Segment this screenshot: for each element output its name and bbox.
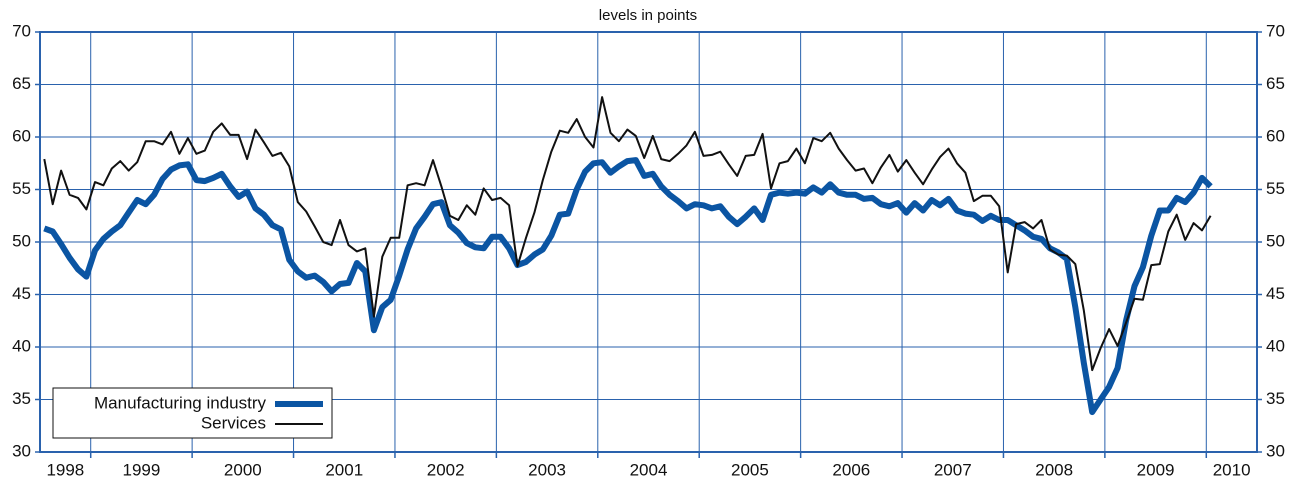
series-line [43,157,1213,416]
y2-tick-label: 45 [1266,284,1285,303]
x-tick-label: 1999 [123,460,161,479]
x-tick-label: 2009 [1137,460,1175,479]
y2-tick-label: 40 [1266,336,1285,355]
y2-tick-label: 50 [1266,231,1285,250]
series-line [43,96,1212,372]
x-tick-label: 2006 [832,460,870,479]
x-tick-label: 2002 [427,460,465,479]
x-tick-label: 2004 [630,460,668,479]
y-tick-label: 65 [12,74,31,93]
x-tick-label: 2003 [528,460,566,479]
x-tick-label: 2005 [731,460,769,479]
y-tick-label: 60 [12,126,31,145]
x-tick-label: 1998 [46,460,84,479]
y-tick-label: 45 [12,284,31,303]
y-tick-label: 35 [12,389,31,408]
x-tick-label: 2001 [325,460,363,479]
x-tick-label: 2008 [1035,460,1073,479]
y-tick-label: 30 [12,441,31,460]
legend-box [52,387,333,439]
y2-tick-label: 30 [1266,441,1285,460]
chart-subtitle: levels in points [599,7,697,24]
x-tick-label: 2007 [934,460,972,479]
legend-label: Services [201,413,266,432]
x-tick-label: 2000 [224,460,262,479]
y-tick-label: 50 [12,231,31,250]
y-tick-label: 40 [12,336,31,355]
y2-tick-label: 65 [1266,74,1285,93]
y2-tick-label: 35 [1266,389,1285,408]
legend-label: Manufacturing industry [94,393,266,412]
y2-tick-label: 55 [1266,179,1285,198]
plot-frame [39,31,1258,453]
y2-tick-label: 60 [1266,126,1285,145]
y-tick-label: 55 [12,179,31,198]
y2-tick-label: 70 [1266,21,1285,40]
x-tick-label: 2010 [1213,460,1251,479]
y-tick-label: 70 [12,21,31,40]
